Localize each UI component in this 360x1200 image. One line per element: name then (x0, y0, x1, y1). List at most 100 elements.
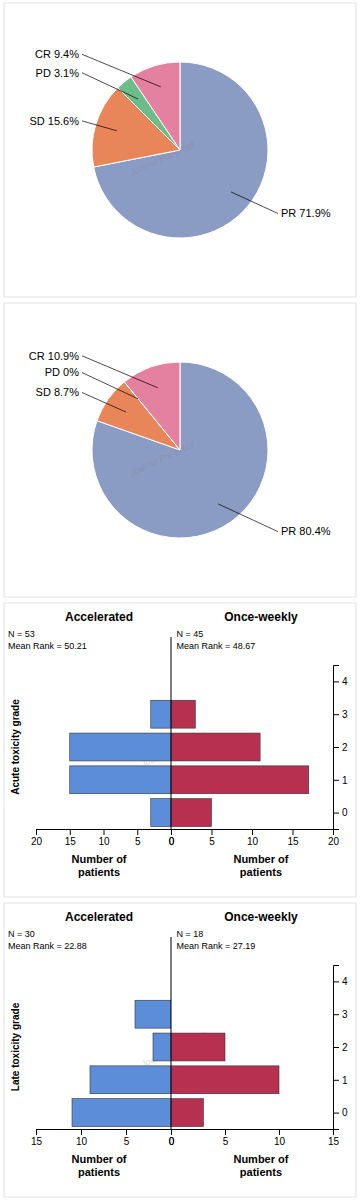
tick-label: 10 (274, 1136, 286, 1147)
leader-line (82, 73, 138, 99)
axis-line (37, 1130, 172, 1136)
labels: PR 80.4%SD 8.7%PD 0%CR 10.9% (29, 350, 331, 538)
tick: 15 (287, 829, 299, 847)
tick: 0 (169, 829, 175, 847)
bar (171, 700, 195, 728)
panel: Journal Pre-proof051015200510152001234Ac… (4, 603, 356, 897)
slices (92, 62, 268, 238)
tick: 15 (328, 1129, 340, 1147)
tick-label: 15 (287, 836, 299, 847)
tick-mark (333, 1014, 339, 1015)
axis-line (334, 666, 340, 830)
side-note: Mean Rank = 27.19 (176, 941, 255, 951)
side-note: Mean Rank = 50.21 (8, 641, 87, 651)
panel-background (4, 3, 356, 297)
tick-mark (279, 1129, 280, 1135)
tick-label: 15 (31, 1136, 43, 1147)
panel-background (4, 903, 356, 1197)
axis: 051015 (31, 1129, 175, 1147)
tick: 0 (169, 1129, 175, 1147)
tick-mark (333, 813, 339, 814)
tick: 1 (333, 1075, 348, 1086)
tick: 0 (333, 1107, 348, 1118)
center-line (171, 637, 172, 829)
bar (135, 1000, 171, 1028)
leader-line (218, 504, 278, 532)
tick-mark (171, 1129, 172, 1135)
leader-line (82, 373, 138, 399)
tick-mark (36, 829, 37, 835)
x-label: Number of patients (72, 1153, 127, 1179)
slice (131, 62, 180, 150)
tick-label: 4 (342, 976, 348, 987)
tick-mark (333, 747, 339, 748)
tick-label: 10 (98, 836, 110, 847)
bar (171, 1033, 225, 1061)
bars (171, 700, 309, 826)
bar (151, 700, 171, 728)
bar (171, 799, 212, 827)
tick: 4 (333, 976, 348, 987)
axis: 01234 (333, 666, 348, 830)
tick: 15 (65, 829, 77, 847)
tick-label: 5 (209, 836, 215, 847)
bar (171, 1066, 279, 1094)
tick-label: 3 (342, 709, 348, 720)
tick-mark (81, 1129, 82, 1135)
x-label: Number of patients (72, 853, 127, 879)
side-note: N = 45 (176, 629, 203, 639)
tick-mark (333, 1113, 339, 1114)
tick-label: 4 (342, 676, 348, 687)
bar (171, 766, 309, 794)
side-note: N = 53 (8, 629, 35, 639)
tick-label: 2 (342, 1042, 348, 1053)
y-label: Acute toxicity grade (10, 699, 21, 795)
side-title: Accelerated (65, 610, 133, 624)
slice-label: CR 9.4% (35, 48, 79, 60)
tick-mark (333, 981, 339, 982)
panel-background (4, 603, 356, 897)
bar (171, 1099, 203, 1127)
tick: 10 (76, 1129, 88, 1147)
tick: 15 (31, 1129, 43, 1147)
side-note: N = 30 (8, 929, 35, 939)
tick: 4 (333, 676, 348, 687)
axis-line (334, 966, 340, 1130)
tick: 5 (135, 829, 141, 847)
tick: 10 (98, 829, 110, 847)
tick-label: 1 (342, 1075, 348, 1086)
tick-label: 10 (247, 836, 259, 847)
tick: 2 (333, 1042, 348, 1053)
tick-mark (137, 829, 138, 835)
tick: 0 (169, 1129, 175, 1147)
tick: 3 (333, 1009, 348, 1020)
tick-mark (212, 829, 213, 835)
bar (70, 766, 171, 794)
tick-label: 0 (342, 807, 348, 818)
tick: 10 (274, 1129, 286, 1147)
labels: PR 71.9%SD 15.6%PD 3.1%CR 9.4% (29, 48, 330, 219)
panel: Journal Pre-proofPR 71.9%SD 15.6%PD 3.1%… (4, 3, 356, 297)
bar (72, 1099, 171, 1127)
axis: 0 1 2 3 4 (333, 966, 348, 1130)
side-title: Once-weekly (224, 610, 298, 624)
axis-line (172, 830, 334, 836)
axis: 05101520 (169, 829, 340, 847)
side-note: Mean Rank = 48.67 (176, 641, 255, 651)
pie: Journal Pre-proofPR 80.4%SD 8.7%PD 0%CR … (29, 350, 331, 538)
slice-label: PR 71.9% (281, 207, 331, 219)
tick-mark (333, 1080, 339, 1081)
tick: 2 (333, 742, 348, 753)
tick-label: 20 (31, 836, 43, 847)
tick-mark (171, 829, 172, 835)
y-label: Late toxicity grade (10, 1002, 21, 1091)
panel: Journal Pre-proofPR 80.4%SD 8.7%PD 0%CR … (4, 303, 356, 597)
slice-label: CR 10.9% (29, 350, 79, 362)
tick-label: 15 (328, 1136, 340, 1147)
leader-line (82, 54, 161, 87)
tick-label: 0 (169, 836, 175, 847)
tick: 0 (333, 807, 348, 818)
bars (70, 700, 171, 826)
side-title: Accelerated (65, 910, 133, 924)
tick: 20 (31, 829, 43, 847)
